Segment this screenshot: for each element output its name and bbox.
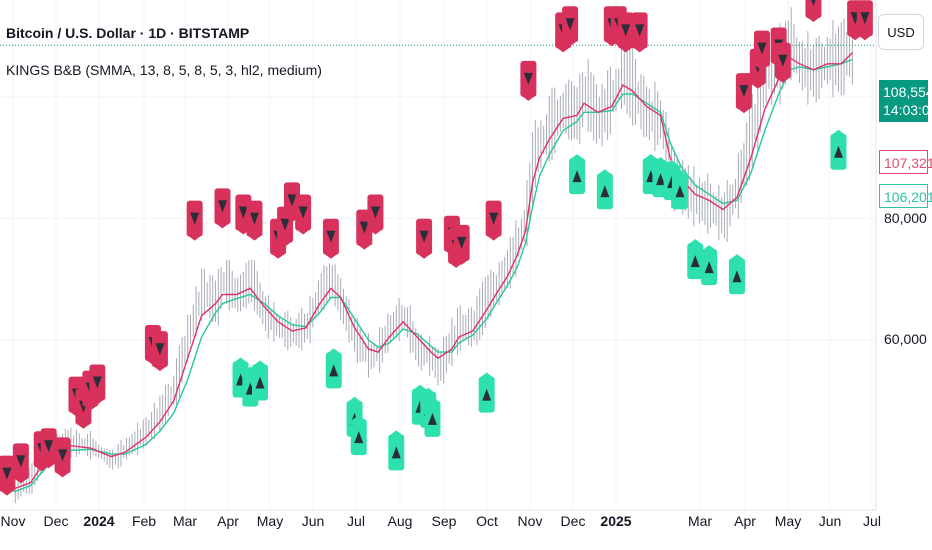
x-tick-label: Dec [43,513,69,529]
sell-signal-marker [805,0,822,22]
fast-smma-line [13,52,853,490]
sell-signal-marker [617,12,634,53]
x-tick-label: Aug [387,513,413,529]
sell-signal-marker [856,0,873,41]
sell-signal-marker [12,443,29,484]
x-tick-label: Apr [217,513,239,529]
x-tick-label: Jun [818,513,842,529]
sell-signal-marker [520,60,537,101]
symbol-title[interactable]: Bitcoin / U.S. Dollar · 1D · BITSTAMP [6,25,250,41]
sell-signal-marker [631,12,648,53]
x-tick-label: Jun [301,513,325,529]
buy-signal-marker [728,254,745,295]
buy-signal-marker [252,360,269,401]
buy-signal-marker [687,239,704,280]
x-tick-label: 2024 [83,513,115,529]
sell-signal-marker [214,188,231,229]
indicator-legend[interactable]: KINGS B&B (SMMA, 13, 8, 5, 8, 5, 3, hl2,… [6,62,322,78]
chart-grid [0,0,876,510]
buy-signal-marker [325,348,342,389]
buy-signal-marker [350,415,367,456]
sell-signal-marker [54,437,71,478]
sell-signal-marker [774,42,791,83]
sell-signal-marker [89,364,106,405]
sell-signal-marker [322,218,339,259]
buy-signal-marker [424,396,441,437]
bar-countdown: 14:03:08 [883,102,932,118]
x-tick-label: Mar [687,513,713,529]
fast-line-price-tag: 107,321 [879,150,932,174]
x-tick-label: Jul [863,513,881,529]
last-price-value: 108,554 [883,84,932,100]
buy-signal-marker [671,169,688,210]
x-tick-label: Nov [0,513,26,529]
x-tick-label: May [256,513,284,529]
buy-signal-marker [596,169,613,210]
slow-line-price-tag: 106,201 [879,184,932,208]
sell-signal-marker [753,30,770,71]
sell-signal-markers [0,0,873,496]
buy-signal-marker [701,245,718,286]
slow-smma-line [13,58,853,493]
currency-button[interactable]: USD [878,14,924,50]
x-tick-label: 2025 [600,513,632,529]
sell-signal-marker [562,6,579,47]
y-tick-label: 60,000 [884,331,927,347]
sell-signal-marker [735,73,752,114]
y-tick-label: 80,000 [884,209,927,226]
x-tick-label: Nov [517,513,543,529]
candlestick-series [14,5,853,504]
x-tick-label: Sep [431,513,457,529]
buy-signal-marker [830,129,847,170]
sell-signal-marker [0,455,15,496]
sell-signal-marker [151,331,168,372]
x-tick-label: Apr [734,513,756,529]
sell-signal-marker [416,218,433,259]
sell-signal-marker [367,194,384,235]
x-tick-label: Oct [476,513,498,529]
x-tick-label: Dec [560,513,586,529]
x-tick-label: May [774,513,802,529]
sell-signal-marker [186,200,203,241]
buy-signal-marker [478,372,495,413]
x-tick-label: Mar [172,513,198,529]
sell-signal-marker [295,194,312,235]
x-tick-label: Feb [131,513,157,529]
last-price-tag: 108,554 14:03:08 [879,80,932,122]
sell-signal-marker [453,224,470,265]
sell-signal-marker [40,428,57,469]
buy-signal-markers [232,129,847,471]
buy-signal-marker [388,430,405,471]
sell-signal-marker [246,200,263,241]
sell-signal-marker [485,200,502,241]
x-tick-label: Jul [347,513,365,529]
buy-signal-marker [569,154,586,195]
